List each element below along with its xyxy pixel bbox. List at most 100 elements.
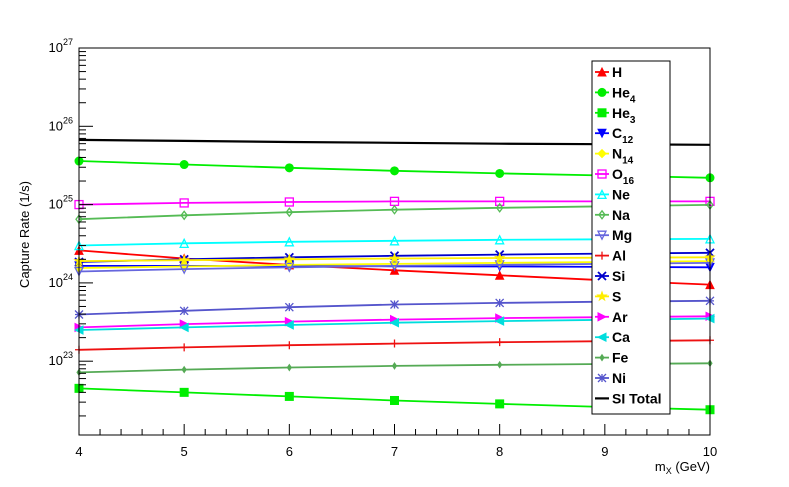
data-point-ni xyxy=(179,306,189,316)
x-tick-label: 7 xyxy=(391,444,398,459)
y-tick-label: 1024 xyxy=(49,272,73,290)
legend-swatch-marker xyxy=(597,66,607,77)
legend-label-name: Ar xyxy=(612,309,628,325)
legend-item-si: Si xyxy=(595,268,625,284)
y-tick-label-exponent: 25 xyxy=(63,194,73,204)
legend-item-he-3: He3 xyxy=(595,105,636,126)
legend-label-name: Si xyxy=(612,268,625,284)
data-point-na xyxy=(285,207,294,218)
legend-label-name: He xyxy=(612,84,630,100)
legend-label: H xyxy=(612,64,622,80)
legend-label: Al xyxy=(612,248,626,264)
y-tick-label-exponent: 27 xyxy=(63,37,73,47)
x-axis-title-unit: (GeV) xyxy=(672,459,710,474)
data-point-ne xyxy=(284,236,295,247)
x-tick-label: 8 xyxy=(496,444,503,459)
legend-item-mg: Mg xyxy=(595,227,632,243)
x-tick-label: 6 xyxy=(286,444,293,459)
data-point-o-16 xyxy=(284,197,294,207)
x-axis-title-main: m xyxy=(655,459,666,474)
y-tick-label-exponent: 26 xyxy=(63,115,73,125)
legend-swatch-marker xyxy=(597,87,607,97)
legend-label-name: Fe xyxy=(612,350,629,366)
legend-label: Ca xyxy=(612,329,630,345)
data-point-he-3 xyxy=(284,391,294,401)
x-tick-label: 10 xyxy=(703,444,717,459)
legend-label-subscript: 4 xyxy=(630,94,636,105)
data-point-mg xyxy=(284,262,295,273)
legend-item-al: Al xyxy=(595,248,626,264)
data-point-ca xyxy=(494,316,505,326)
legend-item-ni: Ni xyxy=(595,370,626,386)
legend-label-name: Mg xyxy=(612,227,632,243)
data-point-he-4 xyxy=(390,166,399,176)
legend-label-name: O xyxy=(612,166,623,182)
legend-item-h: H xyxy=(595,64,622,80)
legend-label-name: H xyxy=(612,64,622,80)
legend-item-ne: Ne xyxy=(595,186,630,202)
data-point-he-4 xyxy=(284,163,294,173)
data-point-ni xyxy=(390,300,399,309)
legend-swatch-marker xyxy=(597,311,608,322)
data-point-ne xyxy=(494,234,505,245)
legend-swatch-marker xyxy=(596,230,608,241)
data-point-fe xyxy=(391,362,398,370)
y-axis-title: Capture Rate (1/s) xyxy=(17,181,32,288)
legend-label: Si xyxy=(612,268,625,284)
legend-label: S xyxy=(612,288,621,304)
y-tick-label-base: 10 xyxy=(49,118,63,133)
data-point-al xyxy=(180,343,189,352)
data-point-mg xyxy=(494,260,505,271)
data-point-he-3 xyxy=(390,395,399,405)
data-point-ni xyxy=(495,298,505,308)
y-tick-label-base: 10 xyxy=(49,275,63,290)
x-tick-label: 4 xyxy=(75,444,82,459)
data-point-al xyxy=(495,338,504,347)
legend-label: Fe xyxy=(612,350,629,366)
y-tick-label: 1026 xyxy=(49,115,73,133)
data-point-mg xyxy=(179,264,190,275)
data-point-ca xyxy=(389,317,399,328)
data-point-o-16 xyxy=(495,196,505,207)
legend-label-name: Al xyxy=(612,248,626,264)
data-point-o-16 xyxy=(179,198,189,208)
data-point-ca xyxy=(179,322,189,333)
data-point-fe xyxy=(497,360,503,369)
legend-label: SI Total xyxy=(612,390,662,406)
legend-label-name: SI Total xyxy=(612,390,662,406)
data-point-he-4 xyxy=(179,160,189,170)
legend-swatch-marker xyxy=(597,128,607,139)
data-point-fe xyxy=(181,365,187,374)
x-axis-title-sub: X xyxy=(666,466,672,476)
legend-label: N14 xyxy=(612,146,634,167)
y-tick-label: 1027 xyxy=(49,37,73,55)
legend-swatch-marker xyxy=(597,148,607,159)
legend-label-name: Ne xyxy=(612,186,630,202)
y-tick-label-base: 10 xyxy=(49,353,63,368)
y-tick-label-exponent: 23 xyxy=(63,350,73,360)
legend-label: Ni xyxy=(612,370,626,386)
data-point-s xyxy=(283,253,296,265)
legend-item-he-4: He4 xyxy=(595,84,636,105)
data-point-s xyxy=(388,252,401,264)
legend-label-name: C xyxy=(612,125,622,141)
legend-item-ca: Ca xyxy=(595,329,630,345)
legend-label: O16 xyxy=(612,166,634,187)
legend-swatch-marker xyxy=(597,271,607,281)
legend-swatch-marker xyxy=(599,353,605,362)
legend-label: Ne xyxy=(612,186,630,202)
data-point-s xyxy=(178,254,190,266)
legend-label: He4 xyxy=(612,84,636,105)
legend-label: Mg xyxy=(612,227,632,243)
legend-swatch-marker xyxy=(597,373,607,383)
legend-item-c-12: C12 xyxy=(595,125,634,146)
data-point-mg xyxy=(389,261,400,272)
legend-label-subscript: 12 xyxy=(622,135,634,146)
data-point-he-4 xyxy=(495,168,505,178)
legend-label-name: Ni xyxy=(612,370,626,386)
legend-item-fe: Fe xyxy=(595,350,629,366)
legend-swatch-marker xyxy=(596,188,608,200)
legend-item-na: Na xyxy=(595,207,630,223)
legend-label-subscript: 3 xyxy=(630,115,636,126)
